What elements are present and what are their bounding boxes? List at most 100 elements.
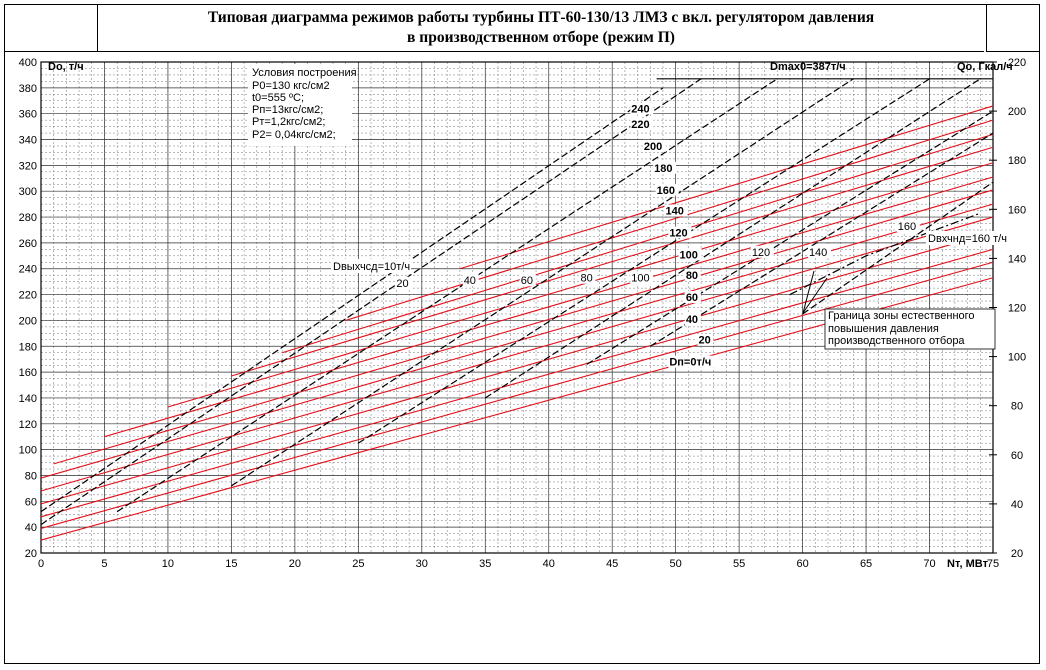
series-label-dexit: 120 xyxy=(752,247,770,259)
x-tick-label: 60 xyxy=(796,558,808,570)
conditions-line: Pп=13кгс/см2; xyxy=(252,104,323,116)
y-tick-label: 200 xyxy=(19,315,37,327)
series-label-dexit: 80 xyxy=(580,273,592,285)
y-tick-label: 220 xyxy=(19,290,37,302)
series-label-dexit: 20 xyxy=(396,278,408,290)
series-label-dp: Dп=0т/ч xyxy=(669,357,711,369)
d-out-label-bg xyxy=(331,259,411,273)
series-label-dp: 60 xyxy=(686,292,698,304)
series-line-dexit-60 xyxy=(231,78,854,487)
series-line-dexit-20 xyxy=(40,78,702,526)
y2-tick-label: 220 xyxy=(1008,57,1026,69)
y-tick-label: 60 xyxy=(25,496,37,508)
x-tick-label: 40 xyxy=(543,558,555,570)
series-label-bg xyxy=(668,355,720,368)
y2-tick-label: 60 xyxy=(1011,450,1023,462)
y-tick-label: 320 xyxy=(19,160,37,172)
y2-tick-label: 120 xyxy=(1008,303,1026,315)
annotation-arrow xyxy=(802,277,828,314)
series-label-dp: 220 xyxy=(631,119,649,131)
y-tick-label: 340 xyxy=(19,135,37,147)
x-tick-label: 75 xyxy=(987,558,999,570)
series-label-dp: 100 xyxy=(679,249,697,261)
series-line-dp-20 xyxy=(40,261,994,529)
series-label-dp: 160 xyxy=(657,185,675,197)
y-tick-label: 260 xyxy=(19,238,37,250)
series-label-bg xyxy=(684,269,701,282)
series-label-bg xyxy=(655,183,679,196)
conditions-line: P0=130 кгс/см2 xyxy=(252,80,330,92)
series-line-dexit-140 xyxy=(649,132,994,347)
x-tick-label: 65 xyxy=(860,558,872,570)
series-label-bg xyxy=(684,313,701,326)
y-tick-label: 40 xyxy=(25,522,37,534)
series-line-dexit-80 xyxy=(358,78,930,444)
y2-tick-label: 20 xyxy=(1011,548,1023,560)
y2-tick-label: 140 xyxy=(1008,253,1026,265)
y2-tick-label: 100 xyxy=(1008,352,1026,364)
y2-tick-label: 40 xyxy=(1011,499,1023,511)
d-out-label: Dвыхчсд=10т/ч xyxy=(333,261,410,273)
series-line-dexit-10 xyxy=(40,87,664,513)
d-in-label: Dвхчнд=160 т/ч xyxy=(928,233,1007,245)
x-tick-label: 35 xyxy=(479,558,491,570)
x-axis-title: Nт, МВт xyxy=(947,558,989,570)
series-line-dp-160 xyxy=(167,162,994,408)
series-label-dexit: 60 xyxy=(521,275,533,287)
series-label-bg xyxy=(462,274,479,287)
series-line-dp-120 xyxy=(53,189,994,465)
series-line-dp-100 xyxy=(40,203,994,479)
x-tick-label: 5 xyxy=(101,558,107,570)
series-label-bg xyxy=(519,274,536,287)
series-label-bg xyxy=(807,245,831,258)
series-label-dp: 240 xyxy=(631,103,649,115)
series-label-bg xyxy=(697,333,714,346)
y-tick-label: 100 xyxy=(19,445,37,457)
x-tick-label: 25 xyxy=(352,558,364,570)
x-tick-label: 70 xyxy=(923,558,935,570)
y-tick-label: 400 xyxy=(19,57,37,69)
annotation-box xyxy=(824,308,996,350)
series-label-dp: 40 xyxy=(686,314,698,326)
sheet-frame xyxy=(4,4,1040,664)
series-label-bg xyxy=(668,226,692,239)
y-tick-label: 380 xyxy=(19,83,37,95)
conditions-line: P2= 0,04кгс/см2; xyxy=(252,129,336,141)
y-tick-label: 300 xyxy=(19,186,37,198)
chart-title: Типовая диаграмма режимов работы турбины… xyxy=(98,4,984,52)
x-tick-label: 20 xyxy=(289,558,301,570)
series-line-dp-200 xyxy=(282,133,994,354)
series-label-dexit: 140 xyxy=(809,247,827,259)
x-tick-label: 50 xyxy=(670,558,682,570)
x-tick-label: 55 xyxy=(733,558,745,570)
series-label-dp: 120 xyxy=(669,227,687,239)
y2-tick-label: 180 xyxy=(1008,155,1026,167)
y-tick-label: 160 xyxy=(19,367,37,379)
conditions-line: t0=555 ºC; xyxy=(252,92,304,104)
y-tick-label: 120 xyxy=(19,419,37,431)
x-tick-label: 15 xyxy=(225,558,237,570)
conditions-box xyxy=(248,64,352,146)
series-label-dexit: 40 xyxy=(464,275,476,287)
series-label-bg xyxy=(684,291,701,304)
conditions-heading: Условия построения xyxy=(252,67,357,79)
series-label-bg xyxy=(896,219,920,232)
series-label-dp: 180 xyxy=(654,163,672,175)
series-label-bg xyxy=(630,271,654,284)
series-label-dp: 140 xyxy=(666,205,684,217)
x-tick-label: 10 xyxy=(162,558,174,570)
y2-tick-label: 80 xyxy=(1011,401,1023,413)
series-label-bg xyxy=(750,245,774,258)
y-tick-label: 180 xyxy=(19,341,37,353)
series-line-dp-80 xyxy=(40,216,994,492)
chart-title-line1: Типовая диаграмма режимов работы турбины… xyxy=(207,9,875,26)
y2-tick-label: 200 xyxy=(1008,106,1026,118)
series-line-dp-240 xyxy=(459,105,994,270)
series-line-dp-40 xyxy=(40,248,994,518)
conditions-line: Pт=1,2кгс/см2; xyxy=(252,116,325,128)
series-label-bg xyxy=(678,248,702,261)
y-tick-label: 280 xyxy=(19,212,37,224)
series-line-dp-220 xyxy=(345,119,994,321)
series-line-dp-140 xyxy=(104,176,994,438)
